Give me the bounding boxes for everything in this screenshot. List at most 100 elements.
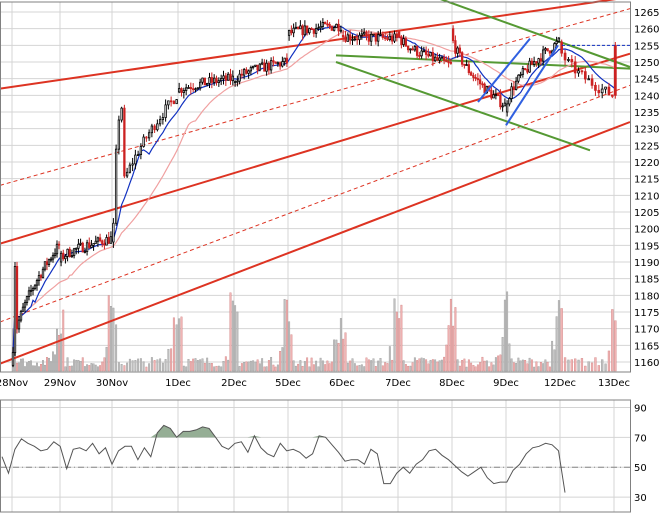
- candle-body: [238, 73, 241, 82]
- candlestick: [583, 67, 587, 84]
- candle-body: [182, 90, 185, 93]
- volume-bar: [404, 364, 407, 372]
- candlestick: [580, 69, 584, 75]
- candlestick: [490, 85, 493, 100]
- volume-bar: [506, 291, 509, 372]
- candlestick: [501, 102, 504, 112]
- candle-body: [537, 58, 540, 64]
- candle-body: [64, 255, 67, 260]
- candlestick: [600, 83, 604, 99]
- volume-bar: [370, 360, 373, 372]
- candle-body: [356, 38, 359, 41]
- candle-body: [134, 154, 137, 165]
- candlestick: [317, 23, 320, 31]
- candlestick: [474, 74, 477, 82]
- volume-bar: [427, 363, 430, 372]
- volume-bar: [24, 366, 26, 372]
- price-tick-label: 1190: [634, 258, 659, 269]
- candlestick: [431, 47, 435, 67]
- volume-bar: [555, 316, 558, 372]
- candlestick: [213, 74, 216, 86]
- candlestick: [201, 77, 204, 85]
- candle-body: [254, 64, 257, 67]
- volume-bar: [38, 366, 40, 372]
- candlestick: [47, 258, 51, 267]
- candlestick: [335, 23, 338, 28]
- candle-body: [90, 244, 93, 248]
- candlestick: [169, 96, 173, 107]
- candlestick: [238, 69, 241, 85]
- volume-bar: [20, 358, 22, 372]
- candlestick: [287, 29, 291, 41]
- volume-bar: [30, 360, 32, 372]
- candlestick: [514, 76, 518, 91]
- candle-body: [220, 78, 223, 82]
- candle-body: [194, 88, 197, 91]
- volume-bar: [77, 360, 80, 372]
- candle-body: [321, 22, 325, 27]
- candle-body: [236, 80, 239, 83]
- volume-bar: [50, 361, 52, 372]
- candle-body: [458, 47, 462, 54]
- candlestick: [445, 56, 448, 63]
- candlestick: [79, 238, 82, 246]
- volume-bar: [283, 299, 286, 372]
- volume-bar: [542, 363, 545, 372]
- candlestick: [220, 74, 223, 86]
- candlestick: [267, 61, 271, 75]
- candle-body: [544, 48, 547, 51]
- volume-bar: [68, 365, 71, 372]
- volume-bar: [321, 360, 324, 372]
- candlestick: [105, 234, 108, 246]
- volume-bar: [150, 357, 153, 372]
- volume-bar: [120, 364, 123, 372]
- candlestick: [454, 35, 457, 58]
- candle-body: [323, 22, 327, 25]
- candlestick: [224, 72, 227, 87]
- candle-body: [25, 296, 29, 303]
- volume-bar: [231, 300, 234, 372]
- candlestick: [548, 50, 552, 57]
- candle-body: [310, 28, 313, 30]
- volume-bar: [346, 362, 349, 372]
- candlestick: [283, 57, 286, 66]
- candle-body: [164, 104, 167, 118]
- time-tick-label: 5Dec: [275, 378, 301, 389]
- candlestick: [613, 42, 617, 99]
- candlestick: [180, 87, 183, 97]
- candlestick: [438, 53, 441, 64]
- candle-body: [299, 25, 302, 30]
- volume-bar: [501, 337, 504, 372]
- volume-bar: [123, 365, 126, 372]
- volume-bar: [159, 358, 162, 372]
- volume-bar: [96, 366, 99, 372]
- volume-bar: [220, 366, 223, 372]
- candlestick: [49, 256, 53, 263]
- candle-body: [472, 74, 475, 78]
- candlestick: [203, 77, 206, 86]
- candlestick: [175, 99, 178, 105]
- candle-body: [440, 56, 444, 59]
- volume-bar: [611, 309, 614, 372]
- candle-body: [492, 94, 495, 99]
- candle-body: [481, 83, 484, 86]
- volume-bar: [483, 360, 486, 372]
- volume-layer: [12, 291, 617, 372]
- price-tick-label: 1165: [634, 341, 659, 352]
- candle-body: [29, 289, 33, 292]
- candlestick: [363, 28, 366, 36]
- candlestick: [258, 63, 262, 72]
- volume-bar: [182, 365, 185, 372]
- candlestick: [460, 51, 464, 67]
- candle-body: [147, 132, 151, 139]
- candlestick: [29, 284, 33, 297]
- candle-body: [476, 78, 480, 81]
- candlestick: [505, 100, 509, 117]
- candlestick: [153, 124, 156, 133]
- candlestick: [481, 81, 484, 88]
- candle-body: [317, 27, 320, 30]
- volume-bar: [601, 359, 604, 372]
- volume-bar: [285, 299, 288, 372]
- candle-body: [351, 39, 354, 41]
- volume-bar: [254, 361, 257, 372]
